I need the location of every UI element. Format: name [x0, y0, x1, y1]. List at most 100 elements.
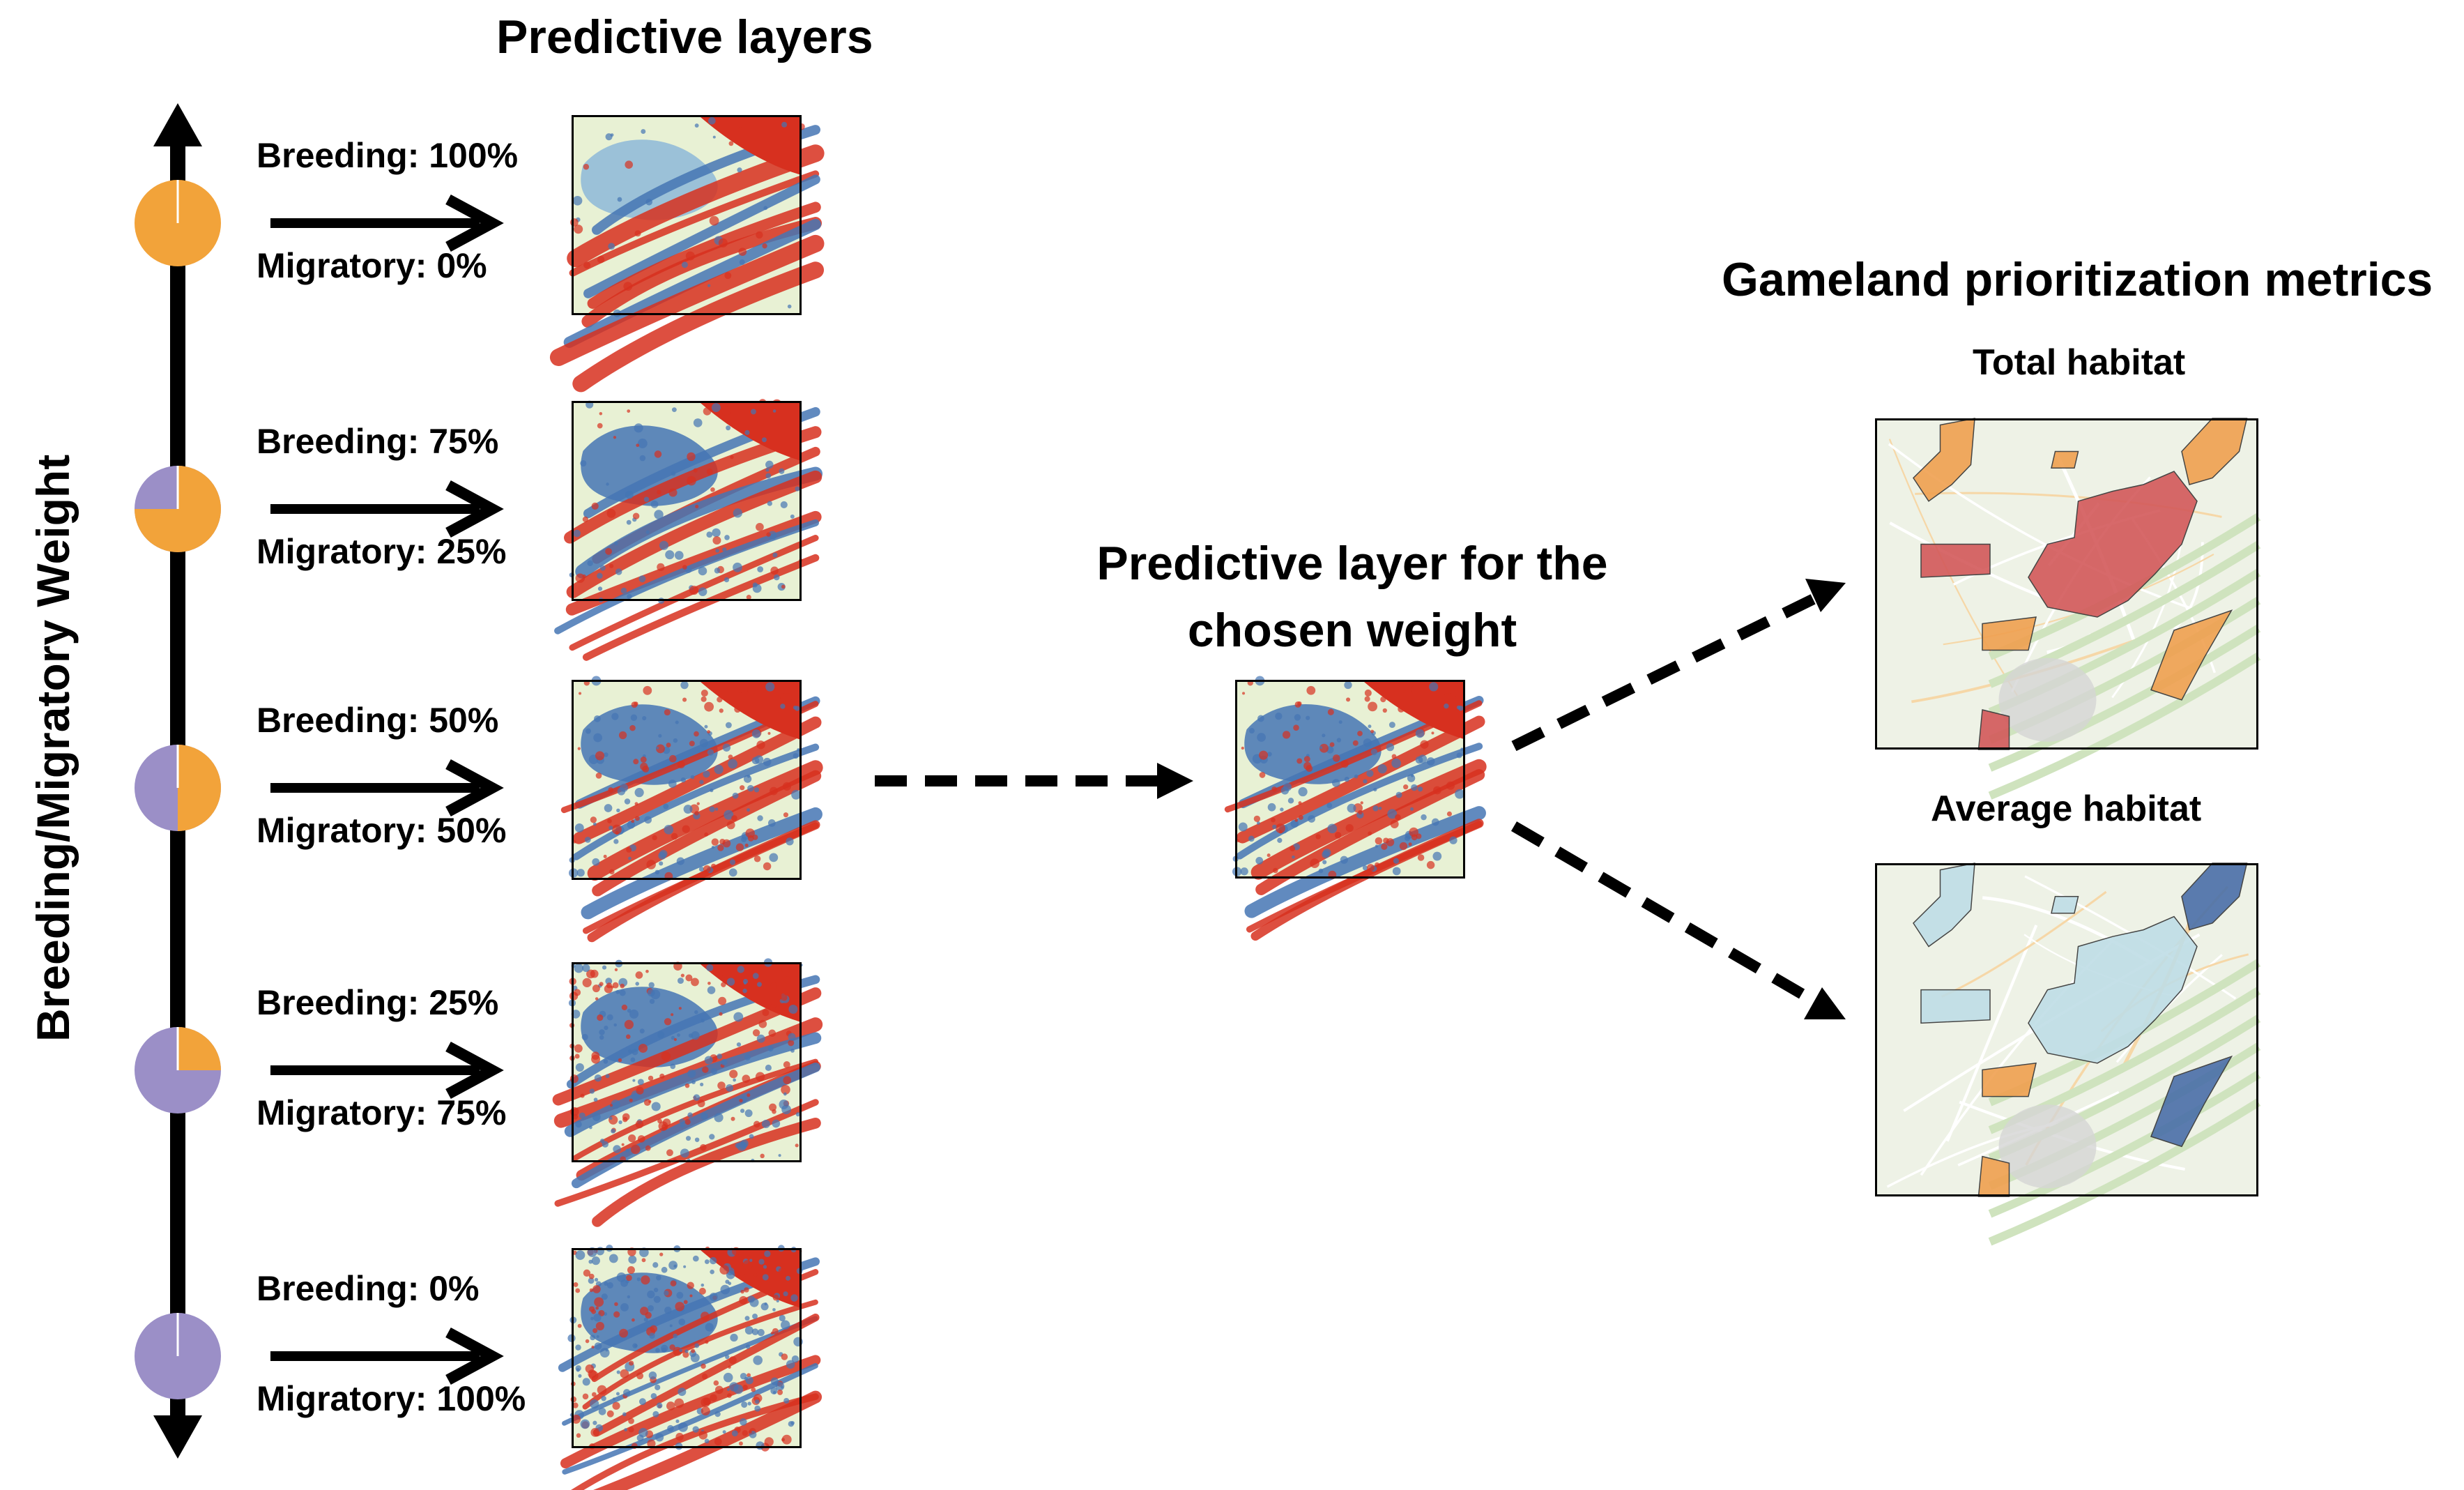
map-speckle: [748, 1430, 752, 1434]
map-speckle: [602, 965, 607, 970]
map-speckle: [595, 1321, 605, 1331]
predictive-map-0: [549, 115, 825, 393]
map-speckle: [671, 471, 676, 476]
map-speckle: [756, 1034, 765, 1043]
map-speckle: [772, 409, 776, 413]
map-speckle: [647, 1290, 655, 1299]
map-speckle: [714, 1438, 722, 1446]
map-speckle: [575, 1288, 581, 1293]
map-speckle: [634, 788, 644, 798]
map-speckle: [704, 1056, 713, 1065]
map-speckle: [592, 985, 600, 993]
map-speckle: [649, 998, 655, 1004]
map-speckle: [687, 1282, 694, 1289]
map-speckle: [690, 1353, 700, 1362]
map-speckle: [650, 1393, 657, 1399]
map-speckle: [1426, 757, 1435, 766]
map-speckle: [749, 1298, 759, 1307]
map-speckle: [757, 1329, 765, 1337]
map-speckle: [718, 238, 728, 248]
map-speckle: [609, 1116, 613, 1120]
map-speckle: [717, 697, 723, 703]
map-speckle: [790, 1049, 795, 1053]
map-speckle: [613, 1311, 620, 1318]
map-speckle: [1449, 836, 1457, 844]
map-speckle: [627, 593, 632, 600]
map-speckle: [767, 501, 772, 506]
map-speckle: [1381, 843, 1388, 850]
map-speckle: [1344, 681, 1352, 690]
map-speckle: [634, 423, 643, 433]
map-speckle: [709, 806, 715, 812]
map-speckle: [762, 1274, 769, 1281]
map-speckle: [728, 1282, 732, 1286]
map-speckle: [670, 1280, 677, 1287]
map-speckle: [658, 1121, 668, 1132]
map-speckle: [679, 1348, 683, 1353]
map-speckle: [721, 1058, 728, 1066]
map-speckle: [591, 1345, 595, 1349]
map-speckle: [648, 982, 655, 988]
map-speckle: [1298, 815, 1303, 820]
map-speckle: [707, 116, 716, 125]
map-speckle: [588, 1369, 597, 1378]
map-speckle: [781, 1353, 788, 1360]
map-speckle: [1375, 862, 1380, 868]
map-speckle: [1358, 809, 1363, 815]
map-speckle: [611, 713, 619, 720]
map-speckle: [721, 969, 731, 979]
map-speckle: [634, 701, 638, 706]
map-speckle: [699, 738, 708, 747]
map-speckle: [640, 757, 647, 763]
map-speckle: [627, 409, 631, 413]
map-speckle: [710, 1269, 714, 1275]
map-speckle: [711, 838, 719, 846]
map-speckle: [633, 759, 639, 765]
map-speckle: [693, 418, 703, 427]
map-speckle: [1259, 750, 1269, 760]
map-speckle: [779, 468, 785, 474]
map-speckle: [617, 197, 622, 202]
map-speckle: [597, 1014, 604, 1021]
map-speckle: [1334, 832, 1342, 839]
map-speckle: [620, 1303, 629, 1312]
map-speckle: [628, 1255, 637, 1264]
map-speckle: [622, 1412, 627, 1417]
map-speckle: [1275, 713, 1283, 720]
map-speckle: [666, 743, 671, 748]
map-speckle: [666, 1149, 673, 1157]
map-speckle: [628, 1049, 632, 1054]
map-speckle: [728, 1365, 731, 1369]
map-speckle: [659, 1252, 664, 1256]
map-speckle: [710, 788, 714, 793]
map-speckle: [571, 1414, 581, 1424]
chosen-weight-map: [1224, 676, 1487, 941]
map-speckle: [595, 773, 602, 779]
map-speckle: [599, 412, 603, 416]
map-speckle: [652, 835, 657, 841]
map-speckle: [628, 1134, 636, 1143]
map-speckle: [1240, 867, 1248, 876]
map-speckle: [678, 1422, 688, 1432]
gameland-parcel: [2051, 896, 2079, 914]
map-speckle: [765, 468, 770, 472]
map-speckle: [710, 1067, 717, 1074]
breeding-label-1: Breeding: 75%: [257, 422, 499, 461]
map-speckle: [575, 1120, 582, 1128]
map-speckle: [618, 731, 627, 740]
map-speckle: [710, 1394, 717, 1402]
map-speckle: [638, 1428, 648, 1438]
map-speckle: [1364, 696, 1370, 702]
predictive-map-1: [554, 399, 823, 661]
map-speckle: [574, 823, 584, 833]
map-speckle: [703, 770, 710, 778]
map-speckle: [737, 966, 744, 973]
map-speckle: [763, 206, 768, 211]
map-speckle: [597, 586, 603, 591]
parcel-map-road: [1888, 439, 2019, 697]
map-speckle: [621, 1143, 625, 1146]
map-speckle: [609, 563, 614, 568]
weight-pie-2: [135, 745, 221, 831]
map-speckle: [620, 983, 625, 989]
map-speckle: [733, 508, 742, 518]
